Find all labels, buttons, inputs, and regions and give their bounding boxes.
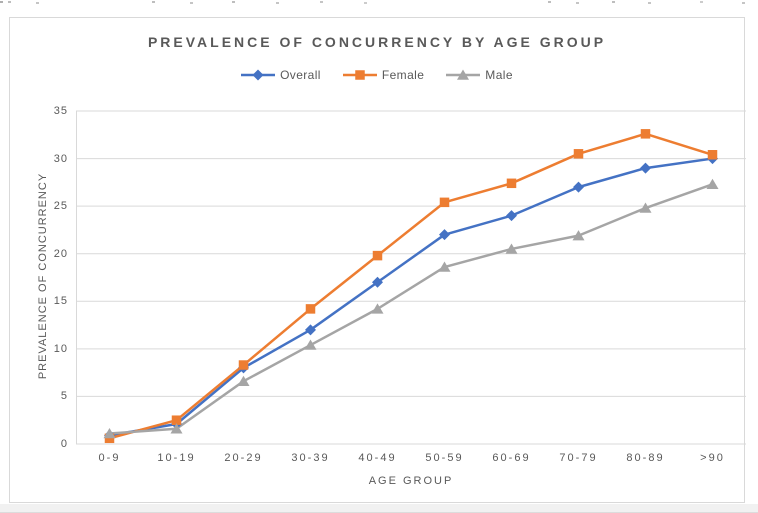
x-axis-label: 40-49	[358, 452, 397, 464]
data-point-female	[171, 415, 182, 425]
y-tick-label: 0	[60, 438, 68, 450]
data-point-male	[639, 202, 652, 213]
data-point-male	[103, 428, 116, 439]
data-point-overall	[573, 181, 584, 193]
series-line-female	[108, 132, 714, 440]
y-axis-title: PREVALENCE OF CONCURRENCY	[37, 172, 49, 380]
data-point-female	[640, 129, 651, 139]
legend-label: Overall	[280, 68, 321, 82]
data-point-male	[706, 178, 719, 190]
y-tick-label: 20	[53, 247, 68, 260]
chart-title: PREVALENCE OF CONCURRENCY BY AGE GROUP	[147, 34, 607, 50]
x-axis-label: 80-89	[626, 452, 665, 464]
legend-item-overall: Overall	[241, 68, 321, 82]
data-point-male	[572, 230, 585, 241]
x-axis-label: 50-59	[425, 452, 464, 464]
data-point-female	[707, 150, 718, 160]
data-point-overall	[640, 162, 651, 174]
y-tick-label: 5	[60, 390, 68, 403]
data-point-female	[506, 178, 517, 189]
data-point-overall	[252, 69, 264, 81]
cropped-text-top-edge	[0, 1, 3, 3]
data-point-overall	[305, 324, 316, 336]
y-tick-label: 10	[53, 342, 68, 355]
y-tick-label: 25	[53, 200, 68, 213]
data-point-female	[573, 149, 584, 159]
data-point-female	[372, 250, 383, 261]
x-axis-label: 30-39	[291, 452, 330, 464]
x-axis-label: 0-9	[98, 452, 121, 464]
data-point-overall	[439, 229, 450, 241]
data-point-female	[104, 433, 115, 444]
data-point-male	[237, 375, 250, 386]
chart-container: PREVALENCE OF CONCURRENCY BY AGE GROUP O…	[9, 17, 746, 503]
diamond-marker-icon	[241, 69, 276, 81]
legend-label: Female	[381, 68, 425, 82]
data-point-female	[238, 360, 249, 370]
legend-item-male: Male	[446, 68, 513, 82]
data-point-male	[438, 261, 451, 272]
legend-item-female: Female	[342, 68, 425, 82]
plot-area	[76, 110, 746, 445]
x-axis-label: 60-69	[492, 452, 531, 464]
chart-legend: Overall Female Male	[10, 66, 744, 84]
y-tick-label: 30	[53, 152, 68, 165]
data-point-male	[505, 243, 518, 254]
y-tick-label: 35	[53, 105, 68, 117]
data-point-overall	[506, 210, 517, 222]
y-tick-label: 15	[53, 295, 68, 308]
data-point-overall	[372, 276, 383, 288]
data-point-female	[439, 197, 450, 208]
data-point-male	[457, 69, 470, 80]
data-point-male	[170, 423, 183, 434]
legend-label: Male	[485, 68, 513, 82]
x-axis-label: 10-19	[157, 452, 196, 464]
triangle-marker-icon	[446, 69, 481, 80]
data-point-female	[355, 70, 365, 80]
x-axis-label: 20-29	[224, 452, 263, 464]
data-point-female	[305, 304, 316, 314]
data-point-male	[371, 303, 384, 314]
series-line-overall	[108, 157, 714, 437]
square-marker-icon	[342, 70, 377, 80]
data-point-male	[304, 339, 317, 350]
x-axis-label: >90	[700, 452, 725, 464]
x-axis-title: AGE GROUP	[368, 475, 454, 487]
bottom-page-strip	[0, 504, 758, 513]
x-axis-label: 70-79	[559, 452, 598, 464]
series-line-male	[108, 183, 714, 435]
